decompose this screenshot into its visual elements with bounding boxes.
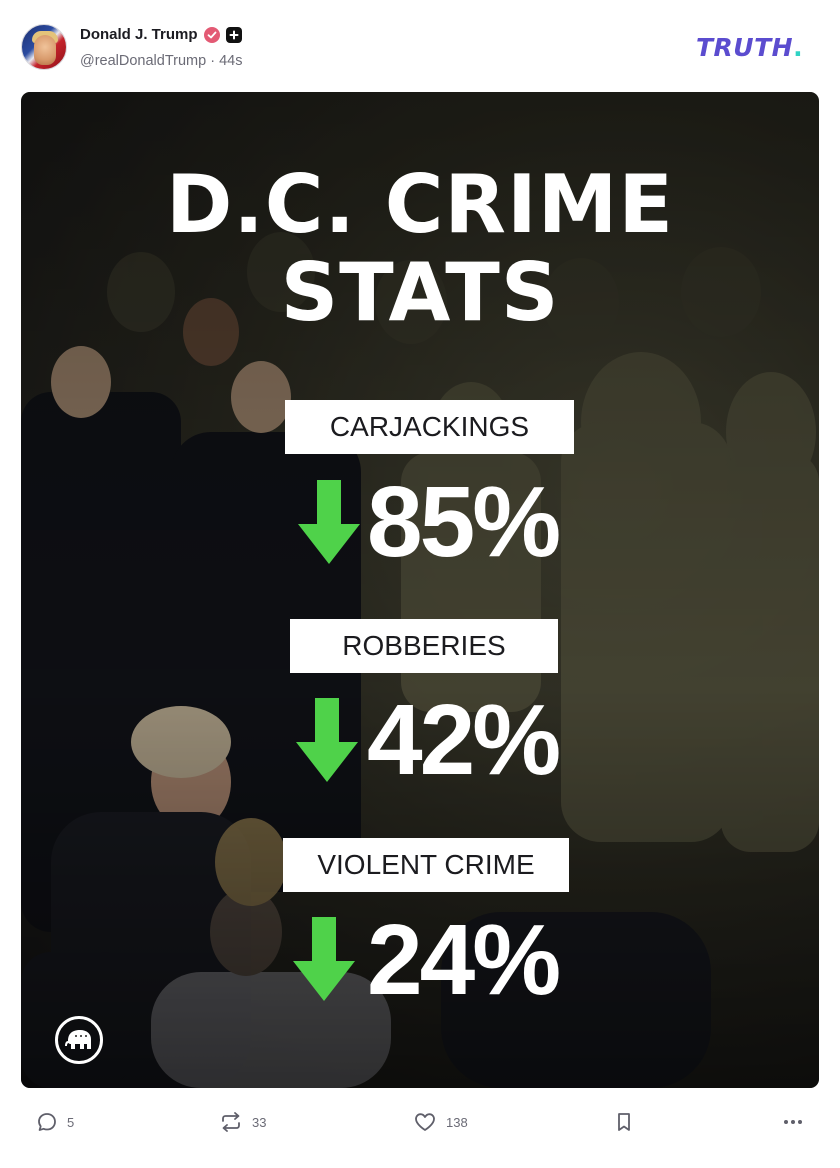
more-icon: [784, 1120, 802, 1124]
post-header: Donald J. Trump @realDonaldTrump · 44s T…: [0, 0, 840, 92]
down-arrow-icon: [296, 698, 358, 782]
meta-separator: ·: [210, 53, 216, 69]
truth-social-logo[interactable]: TRUTH.: [696, 33, 804, 62]
down-arrow-icon: [293, 917, 355, 1001]
like-button[interactable]: 138: [413, 1110, 468, 1134]
bookmark-button[interactable]: [613, 1110, 635, 1134]
background-photo: [21, 92, 819, 1088]
retruth-count: 33: [252, 1114, 267, 1130]
stat-label-violent-crime: VIOLENT CRIME: [283, 838, 569, 892]
brand-dot: .: [793, 33, 804, 62]
gop-elephant-icon: [55, 1016, 103, 1064]
plus-badge-icon: [226, 27, 242, 43]
graphic-title-line-1: D.C. CRIME: [165, 158, 675, 251]
author-name[interactable]: Donald J. Trump: [80, 26, 198, 43]
reply-button[interactable]: 5: [36, 1110, 74, 1134]
stat-label-robberies: ROBBERIES: [290, 619, 558, 673]
retruth-button[interactable]: 33: [219, 1110, 266, 1134]
like-icon: [415, 1113, 435, 1131]
avatar[interactable]: [21, 24, 67, 70]
retruth-icon: [222, 1112, 240, 1132]
bookmark-icon: [618, 1113, 630, 1131]
verified-icon: [204, 27, 220, 43]
reply-count: 5: [67, 1114, 75, 1130]
author-handle[interactable]: @realDonaldTrump: [80, 53, 207, 69]
more-options-button[interactable]: [781, 1110, 805, 1134]
stat-value-carjackings: 85%: [367, 466, 561, 578]
like-count: 138: [446, 1114, 468, 1130]
stat-value-violent-crime: 24%: [367, 904, 561, 1016]
author-handle-line: @realDonaldTrump · 44s: [80, 53, 243, 69]
post-image[interactable]: D.C. CRIME STATS CARJACKINGS 85% ROBBERI…: [21, 92, 819, 1088]
reply-icon: [38, 1113, 56, 1131]
brand-wordmark: TRUTH: [696, 33, 794, 62]
down-arrow-icon: [298, 480, 360, 564]
post-action-bar: 5 33 138: [0, 1098, 840, 1148]
graphic-title-line-2: STATS: [280, 246, 560, 339]
stat-value-robberies: 42%: [367, 684, 561, 796]
post-age[interactable]: 44s: [219, 53, 243, 69]
stat-label-carjackings: CARJACKINGS: [285, 400, 574, 454]
